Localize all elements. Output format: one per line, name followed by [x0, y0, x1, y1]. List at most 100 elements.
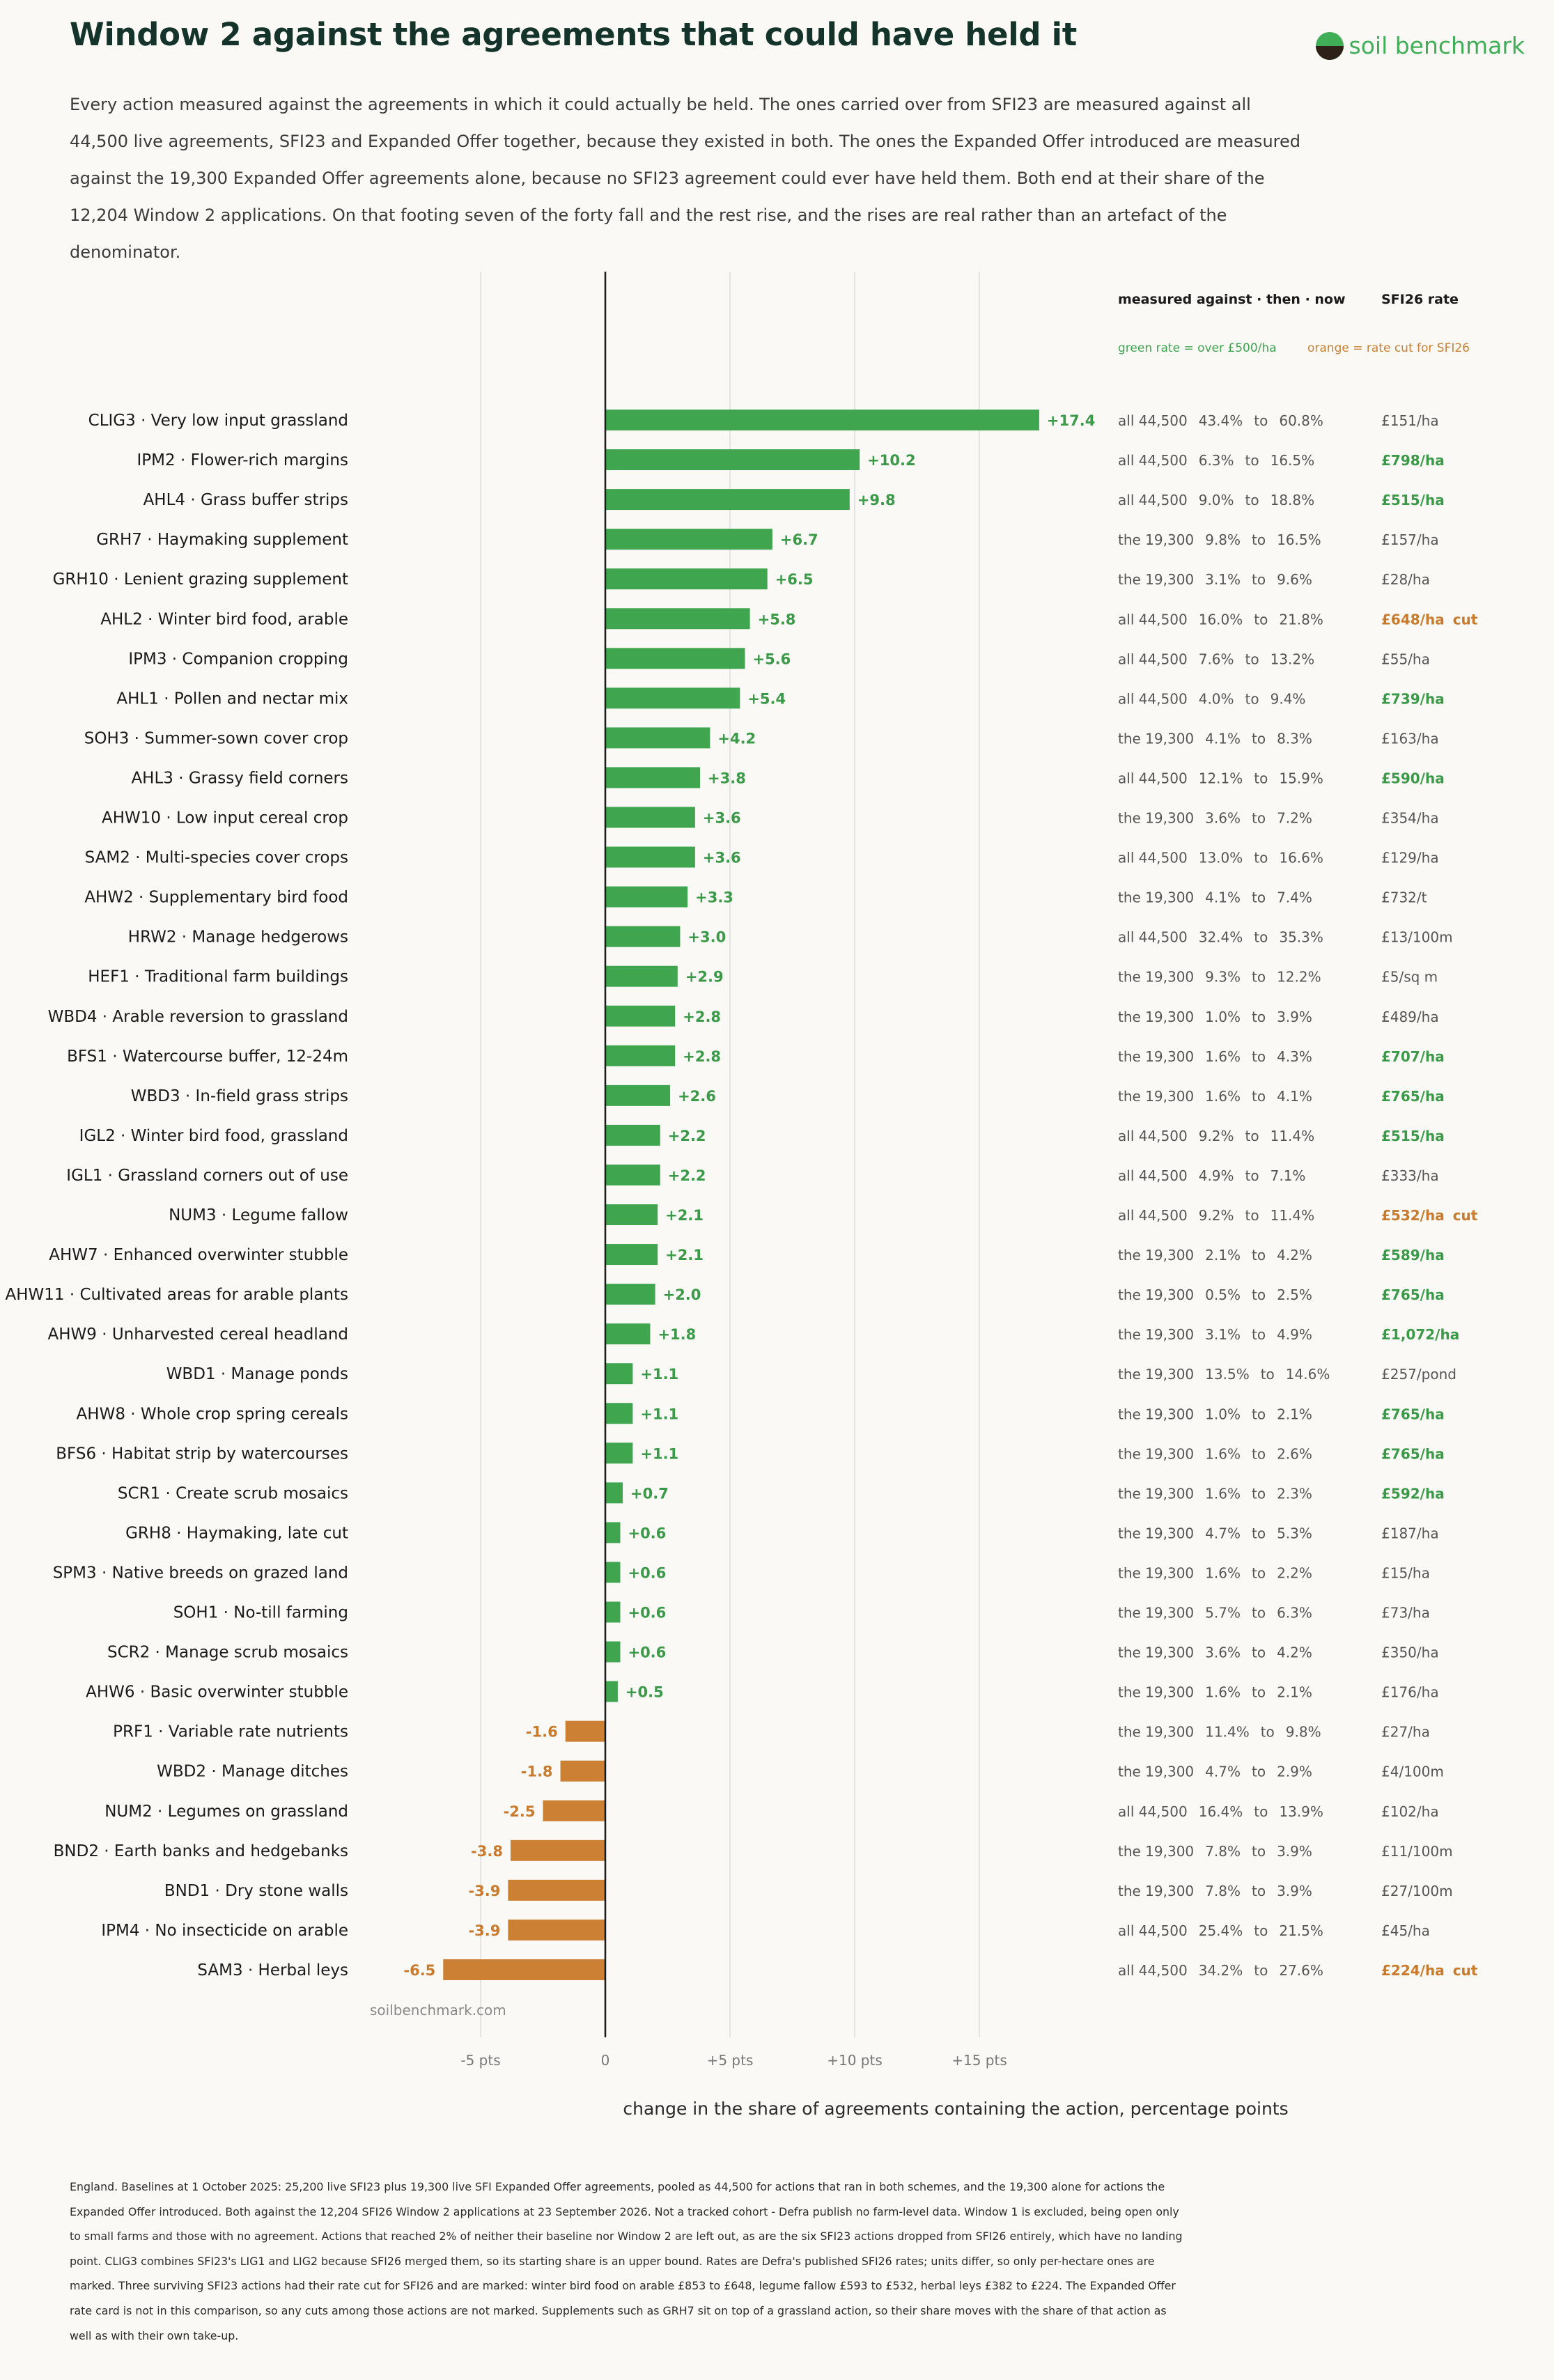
category-label: WBD2 · Manage ditches	[157, 1763, 348, 1781]
data-label: +3.6	[703, 850, 741, 866]
now-value: 2.3%	[1277, 1485, 1312, 1502]
then-value: 1.6%	[1205, 1088, 1241, 1105]
now-value: 2.9%	[1277, 1764, 1312, 1780]
to-word: to	[1252, 1009, 1266, 1025]
to-word: to	[1252, 1406, 1266, 1422]
bar	[605, 648, 745, 669]
data-label: +3.6	[703, 810, 741, 827]
rate-amount: £157/ha	[1381, 531, 1439, 548]
x-tick-label: -5 pts	[460, 2052, 500, 2069]
rate-amount: £15/ha	[1381, 1564, 1430, 1581]
rate-amount: £354/ha	[1381, 810, 1439, 827]
bar	[510, 1840, 605, 1861]
base-label: the 19,300	[1118, 1525, 1194, 1541]
now-value: 12.2%	[1277, 969, 1321, 986]
base-label: all 44,500	[1118, 1922, 1188, 1939]
base-label: all 44,500	[1118, 1803, 1188, 1820]
now-value: 4.2%	[1277, 1644, 1312, 1661]
bar	[605, 1323, 651, 1345]
category-label: AHW2 · Supplementary bird food	[84, 889, 348, 907]
then-value: 1.6%	[1205, 1485, 1241, 1502]
rate-amount: £765/ha	[1381, 1445, 1445, 1462]
now-value: 21.8%	[1279, 611, 1323, 628]
to-word: to	[1252, 1445, 1266, 1462]
rate-amount: £27/ha	[1381, 1724, 1430, 1741]
data-label: -2.5	[504, 1803, 536, 1820]
category-label: AHW11 · Cultivated areas for arable plan…	[6, 1286, 348, 1304]
data-label: -3.9	[468, 1883, 500, 1899]
rate-amount: £187/ha	[1381, 1525, 1439, 1541]
rate-value: £798/ha	[1381, 452, 1445, 469]
rate-value: £707/ha	[1381, 1048, 1445, 1065]
base-label: the 19,300	[1118, 1088, 1194, 1105]
now-value: 7.2%	[1277, 810, 1312, 827]
now-value: 3.9%	[1277, 1843, 1312, 1860]
then-value: 1.6%	[1205, 1445, 1241, 1462]
comparison-text: the 19,300 1.6% to 2.2%	[1118, 1564, 1312, 1581]
data-label: +3.0	[687, 929, 726, 946]
now-value: 18.8%	[1271, 492, 1315, 508]
bar	[508, 1919, 605, 1940]
bar-chart: measured against · then · now SFI26 rate g…	[6, 272, 1478, 2119]
to-word: to	[1252, 1326, 1266, 1343]
base-label: all 44,500	[1118, 850, 1188, 866]
category-label: HRW2 · Manage hedgerows	[128, 928, 348, 947]
now-value: 27.6%	[1279, 1962, 1323, 1979]
to-word: to	[1254, 1962, 1268, 1979]
rate-value: £27/ha	[1381, 1724, 1430, 1741]
category-label: BFS1 · Watercourse buffer, 12-24m	[67, 1048, 348, 1066]
category-label: AHL2 · Winter bird food, arable	[100, 610, 348, 628]
rate-value: £45/ha	[1381, 1922, 1430, 1939]
bar	[605, 687, 740, 709]
now-value: 6.3%	[1277, 1605, 1312, 1621]
base-label: the 19,300	[1118, 1485, 1194, 1502]
data-label: +2.1	[665, 1207, 704, 1224]
rate-amount: £1,072/ha	[1381, 1326, 1459, 1343]
category-label: AHL4 · Grass buffer strips	[143, 491, 348, 509]
category-label: GRH7 · Haymaking supplement	[96, 531, 348, 549]
now-value: 35.3%	[1279, 929, 1323, 946]
rate-value: £489/ha	[1381, 1009, 1439, 1025]
now-value: 14.6%	[1286, 1366, 1330, 1383]
rate-value: £5/sq m	[1381, 969, 1438, 986]
base-label: the 19,300	[1118, 1366, 1194, 1383]
data-label: +6.5	[775, 571, 814, 588]
to-word: to	[1261, 1724, 1275, 1741]
rate-value: £354/ha	[1381, 810, 1439, 827]
comparison-text: all 44,500 13.0% to 16.6%	[1118, 850, 1323, 866]
base-label: all 44,500	[1118, 1962, 1188, 1979]
now-value: 3.9%	[1277, 1009, 1312, 1025]
data-label: +0.6	[628, 1564, 666, 1581]
data-label: +0.7	[630, 1485, 669, 1502]
category-label: SPM3 · Native breeds on grazed land	[53, 1564, 348, 1582]
to-word: to	[1252, 1564, 1266, 1581]
now-value: 7.1%	[1271, 1167, 1306, 1184]
to-word: to	[1252, 1525, 1266, 1541]
category-label: AHL1 · Pollen and nectar mix	[116, 690, 348, 708]
x-tick-label: 0	[601, 2052, 610, 2069]
bar	[508, 1879, 605, 1901]
rate-value: £532/ha cut	[1381, 1207, 1478, 1224]
now-value: 15.9%	[1279, 770, 1323, 786]
data-label: +3.8	[708, 770, 746, 786]
bar	[605, 1522, 621, 1543]
data-label: +17.4	[1047, 412, 1095, 429]
comparison-text: the 19,300 9.3% to 12.2%	[1118, 969, 1321, 986]
comparison-text: all 44,500 9.2% to 11.4%	[1118, 1128, 1314, 1144]
rate-amount: £102/ha	[1381, 1803, 1439, 1820]
base-label: the 19,300	[1118, 1009, 1194, 1025]
then-value: 1.6%	[1205, 1564, 1241, 1581]
rate-value: £28/ha	[1381, 571, 1430, 588]
then-value: 43.4%	[1199, 412, 1243, 429]
rate-value: £590/ha	[1381, 770, 1445, 786]
comparison-text: the 19,300 4.7% to 5.3%	[1118, 1525, 1312, 1541]
category-label: SAM3 · Herbal leys	[197, 1961, 348, 1980]
to-word: to	[1245, 1128, 1259, 1144]
data-label: +9.8	[857, 492, 896, 508]
category-label: AHW10 · Low input cereal crop	[102, 809, 348, 827]
bar	[605, 568, 768, 590]
data-label: +10.2	[867, 452, 915, 469]
category-label: IPM3 · Companion cropping	[128, 650, 348, 668]
comparison-text: the 19,300 13.5% to 14.6%	[1118, 1366, 1330, 1383]
data-label: -3.9	[468, 1922, 500, 1939]
